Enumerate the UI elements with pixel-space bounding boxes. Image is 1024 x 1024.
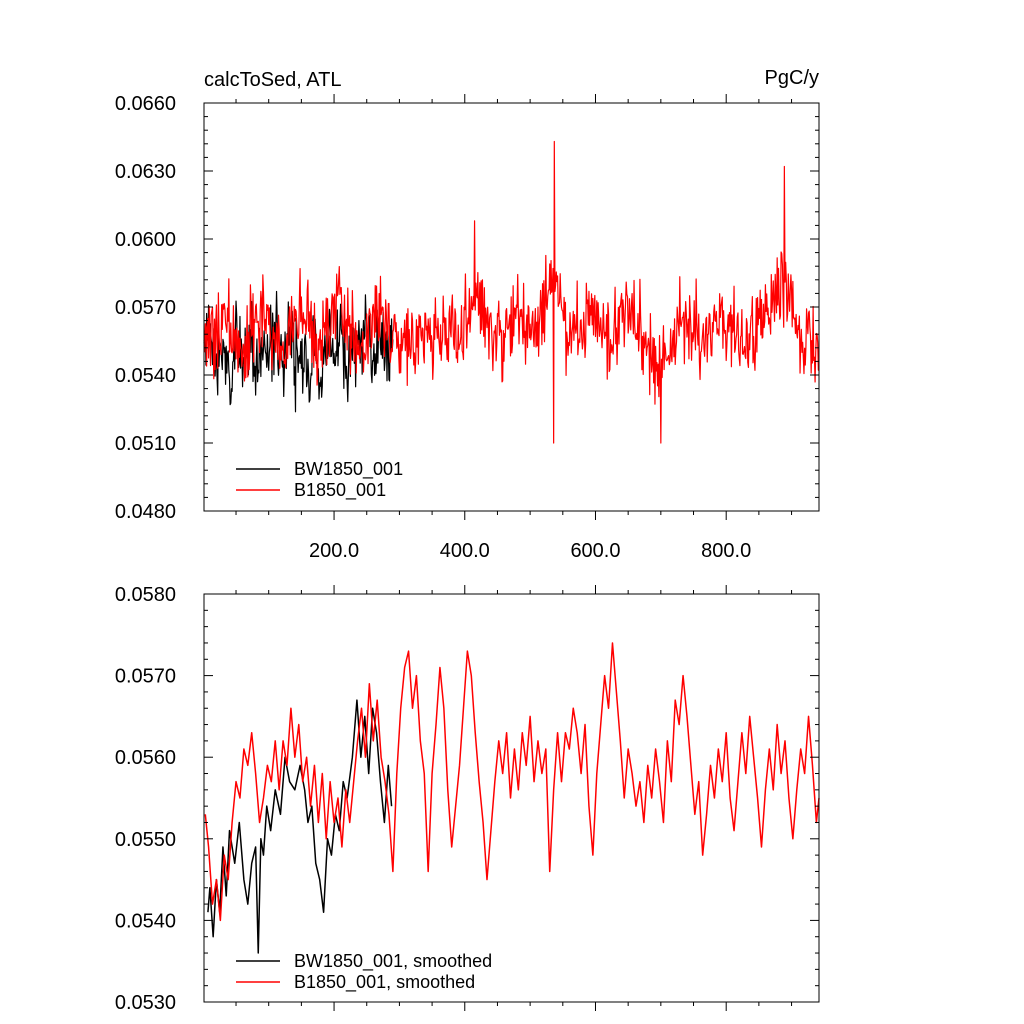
y-tick-label: 0.0530	[115, 992, 176, 1014]
bottom-panel-series	[204, 642, 820, 954]
units-label: PgC/y	[765, 67, 819, 89]
y-tick-label: 0.0560	[115, 747, 176, 769]
x-tick-label: 800.0	[701, 540, 751, 562]
series-line-bw1850-001-smoothed	[207, 699, 393, 954]
y-tick-label: 0.0630	[115, 161, 176, 183]
y-tick-label: 0.0570	[115, 666, 176, 688]
legend-label-b1850: B1850_001	[294, 480, 386, 501]
legend-label-b1850-smoothed: B1850_001, smoothed	[294, 972, 475, 993]
y-tick-label: 0.0580	[115, 584, 176, 606]
top-panel-title: calcToSed, ATL	[204, 69, 341, 91]
series-line-b1850-001-smoothed	[204, 642, 820, 922]
top-panel-axes: 200.0 400.0 600.0 800.0 0.0480 0.0510 0.0540 0.…	[115, 93, 820, 562]
legend-label-bw1850: BW1850_001	[294, 459, 403, 480]
y-tick-label: 0.0570	[115, 297, 176, 319]
x-tick-label: 400.0	[440, 540, 490, 562]
y-tick-label: 0.0660	[115, 93, 176, 115]
series-line-b1850-001	[203, 140, 820, 444]
legend-label-bw1850-smoothed: BW1850_001, smoothed	[294, 951, 492, 972]
y-tick-label: 0.0540	[115, 910, 176, 932]
y-tick-label: 0.0540	[115, 365, 176, 387]
y-tick-label: 0.0510	[115, 433, 176, 455]
series-line-bw1850-001	[203, 290, 394, 413]
top-panel: calcToSed, ATL PgC/y 200.0 400.0 600.0 800.…	[115, 67, 820, 562]
top-panel-legend: BW1850_001 B1850_001	[236, 459, 403, 501]
bottom-panel-legend: BW1850_001, smoothed B1850_001, smoothed	[236, 951, 492, 993]
x-tick-label: 200.0	[309, 540, 359, 562]
bottom-panel: 0.0530 0.0540 0.0550 0.0560 0.0570 0.0580 BW1…	[115, 584, 820, 1014]
x-tick-label: 600.0	[570, 540, 620, 562]
top-panel-series	[203, 140, 820, 444]
y-tick-label: 0.0480	[115, 501, 176, 523]
y-tick-label: 0.0600	[115, 229, 176, 251]
bottom-panel-axes: 0.0530 0.0540 0.0550 0.0560 0.0570 0.0580	[115, 584, 820, 1014]
plot-frame	[203, 593, 820, 1003]
y-tick-label: 0.0550	[115, 829, 176, 851]
